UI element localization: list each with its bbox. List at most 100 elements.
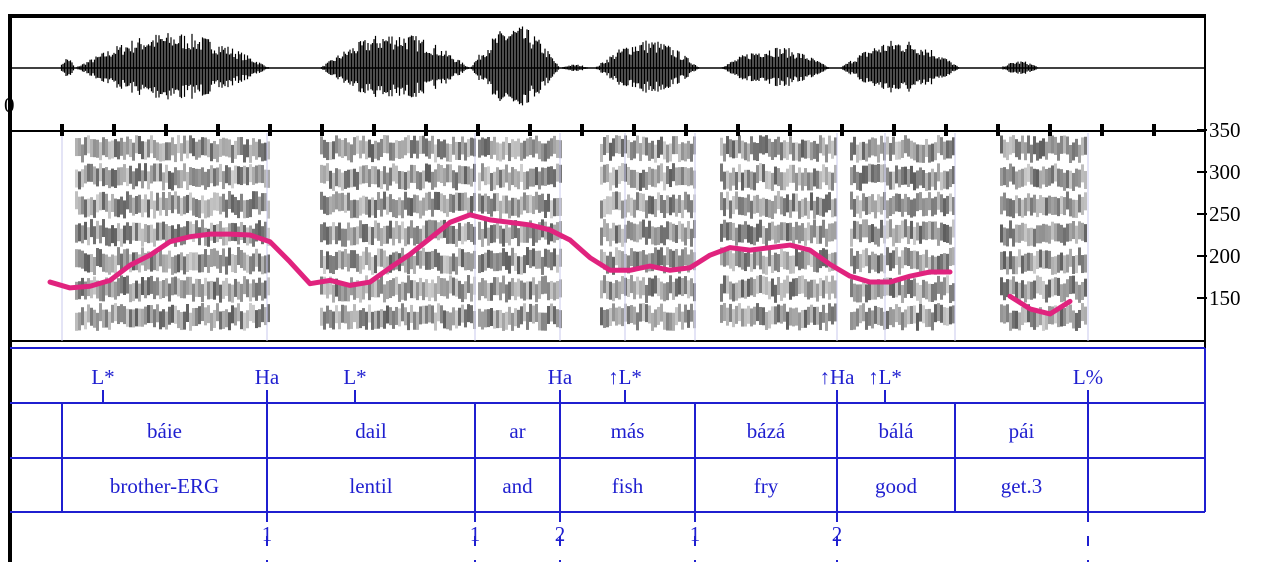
spectrogram-band <box>853 255 856 274</box>
spectrogram-band <box>467 252 470 271</box>
spectrogram-band <box>467 197 470 216</box>
spectrogram-band <box>87 135 90 154</box>
spectrogram-band <box>804 279 807 298</box>
spectrogram-band <box>819 277 822 296</box>
spectrogram-band <box>138 283 141 302</box>
spectrogram-band <box>162 280 165 299</box>
spectrogram-band <box>529 303 532 322</box>
spectrogram-band <box>1024 284 1027 303</box>
spectrogram-band <box>810 142 813 161</box>
spectrogram-band <box>332 284 335 303</box>
spectrogram-band <box>520 163 523 182</box>
spectrogram-band <box>750 277 753 296</box>
spectrogram-band <box>1063 135 1066 154</box>
spectrogram-band <box>365 223 368 242</box>
spectrogram-band <box>1081 137 1084 156</box>
spectrogram-band <box>210 312 213 331</box>
spectrogram-band <box>862 165 865 184</box>
word-label: báie <box>147 419 182 443</box>
spectrogram-band <box>413 227 416 246</box>
spectrogram-band <box>410 164 413 183</box>
spectrogram-band <box>413 194 416 213</box>
spectrogram-band <box>141 141 144 160</box>
spectrogram-band <box>753 142 756 161</box>
spectrogram-band <box>490 282 493 301</box>
spectrogram-band <box>108 311 111 330</box>
spectrogram-band <box>735 282 738 301</box>
spectrogram-band <box>377 222 380 241</box>
spectrogram-band <box>798 167 801 186</box>
spectrogram-band <box>1051 221 1054 240</box>
spectrogram-band <box>332 141 335 160</box>
spectrogram-band <box>1027 193 1030 212</box>
spectrogram-band <box>609 172 612 191</box>
spectrogram-band <box>550 280 553 299</box>
spectrogram-band <box>825 228 828 247</box>
spectrogram-band <box>1063 227 1066 246</box>
spectrogram-band <box>645 254 648 273</box>
spectrogram-band <box>750 308 753 327</box>
spectrogram-band <box>126 191 129 210</box>
spectrogram-band <box>198 279 201 298</box>
spectrogram-band <box>1066 191 1069 210</box>
spectrogram-band <box>117 278 120 297</box>
spectrogram-band <box>660 225 663 244</box>
spectrogram-band <box>633 306 636 325</box>
spectrogram-band <box>768 281 771 300</box>
spectrogram-band <box>99 283 102 302</box>
spectrogram-band <box>240 283 243 302</box>
spectrogram-band <box>681 278 684 297</box>
spectrogram-band <box>371 144 374 163</box>
spectrogram-band <box>556 254 559 273</box>
spectrogram-band <box>499 309 502 328</box>
spectrogram-band <box>90 307 93 326</box>
spectrogram-band <box>741 224 744 243</box>
spectrogram-band <box>1048 279 1051 298</box>
spectrogram-band <box>895 193 898 212</box>
spectrogram-band <box>201 195 204 214</box>
spectrogram-band <box>723 171 726 190</box>
spectrogram-band <box>231 254 234 273</box>
spectrogram-band <box>398 197 401 216</box>
spectrogram-band <box>487 249 490 268</box>
spectrogram-band <box>150 253 153 272</box>
time-tick <box>892 124 896 136</box>
spectrogram-band <box>380 248 383 267</box>
spectrogram-band <box>326 142 329 161</box>
spectrogram-band <box>895 279 898 298</box>
spectrogram-band <box>1009 220 1012 239</box>
spectrogram-band <box>464 252 467 271</box>
spectrogram-band <box>455 172 458 191</box>
spectrogram-band <box>404 137 407 156</box>
spectrogram-band <box>886 247 889 266</box>
spectrogram-band <box>828 223 831 242</box>
spectrogram-band <box>159 248 162 267</box>
spectrogram-band <box>264 142 267 161</box>
spectrogram-band <box>780 305 783 324</box>
spectrogram-band <box>1072 199 1075 218</box>
spectrogram-band <box>735 139 738 158</box>
spectrogram-band <box>648 220 651 239</box>
spectrogram-band <box>913 250 916 269</box>
spectrogram-band <box>750 136 753 155</box>
spectrogram-band <box>747 194 750 213</box>
spectrogram-band <box>741 140 744 159</box>
spectrogram-band <box>138 222 141 241</box>
spectrogram-band <box>732 196 735 215</box>
spectrogram-band <box>234 254 237 273</box>
spectrogram-band <box>606 280 609 299</box>
spectrogram-band <box>75 249 78 268</box>
spectrogram-band <box>795 142 798 161</box>
spectrogram-band <box>880 280 883 299</box>
spectrogram-band <box>1084 224 1087 243</box>
spectrogram-band <box>819 135 822 154</box>
spectrogram-band <box>642 219 645 238</box>
spectrogram-band <box>726 136 729 155</box>
spectrogram-band <box>81 250 84 269</box>
spectrogram-band <box>210 280 213 299</box>
spectrogram-band <box>81 196 84 215</box>
spectrogram-band <box>795 307 798 326</box>
spectrogram-band <box>362 135 365 154</box>
spectrogram-band <box>344 228 347 247</box>
spectrogram-band <box>210 248 213 267</box>
